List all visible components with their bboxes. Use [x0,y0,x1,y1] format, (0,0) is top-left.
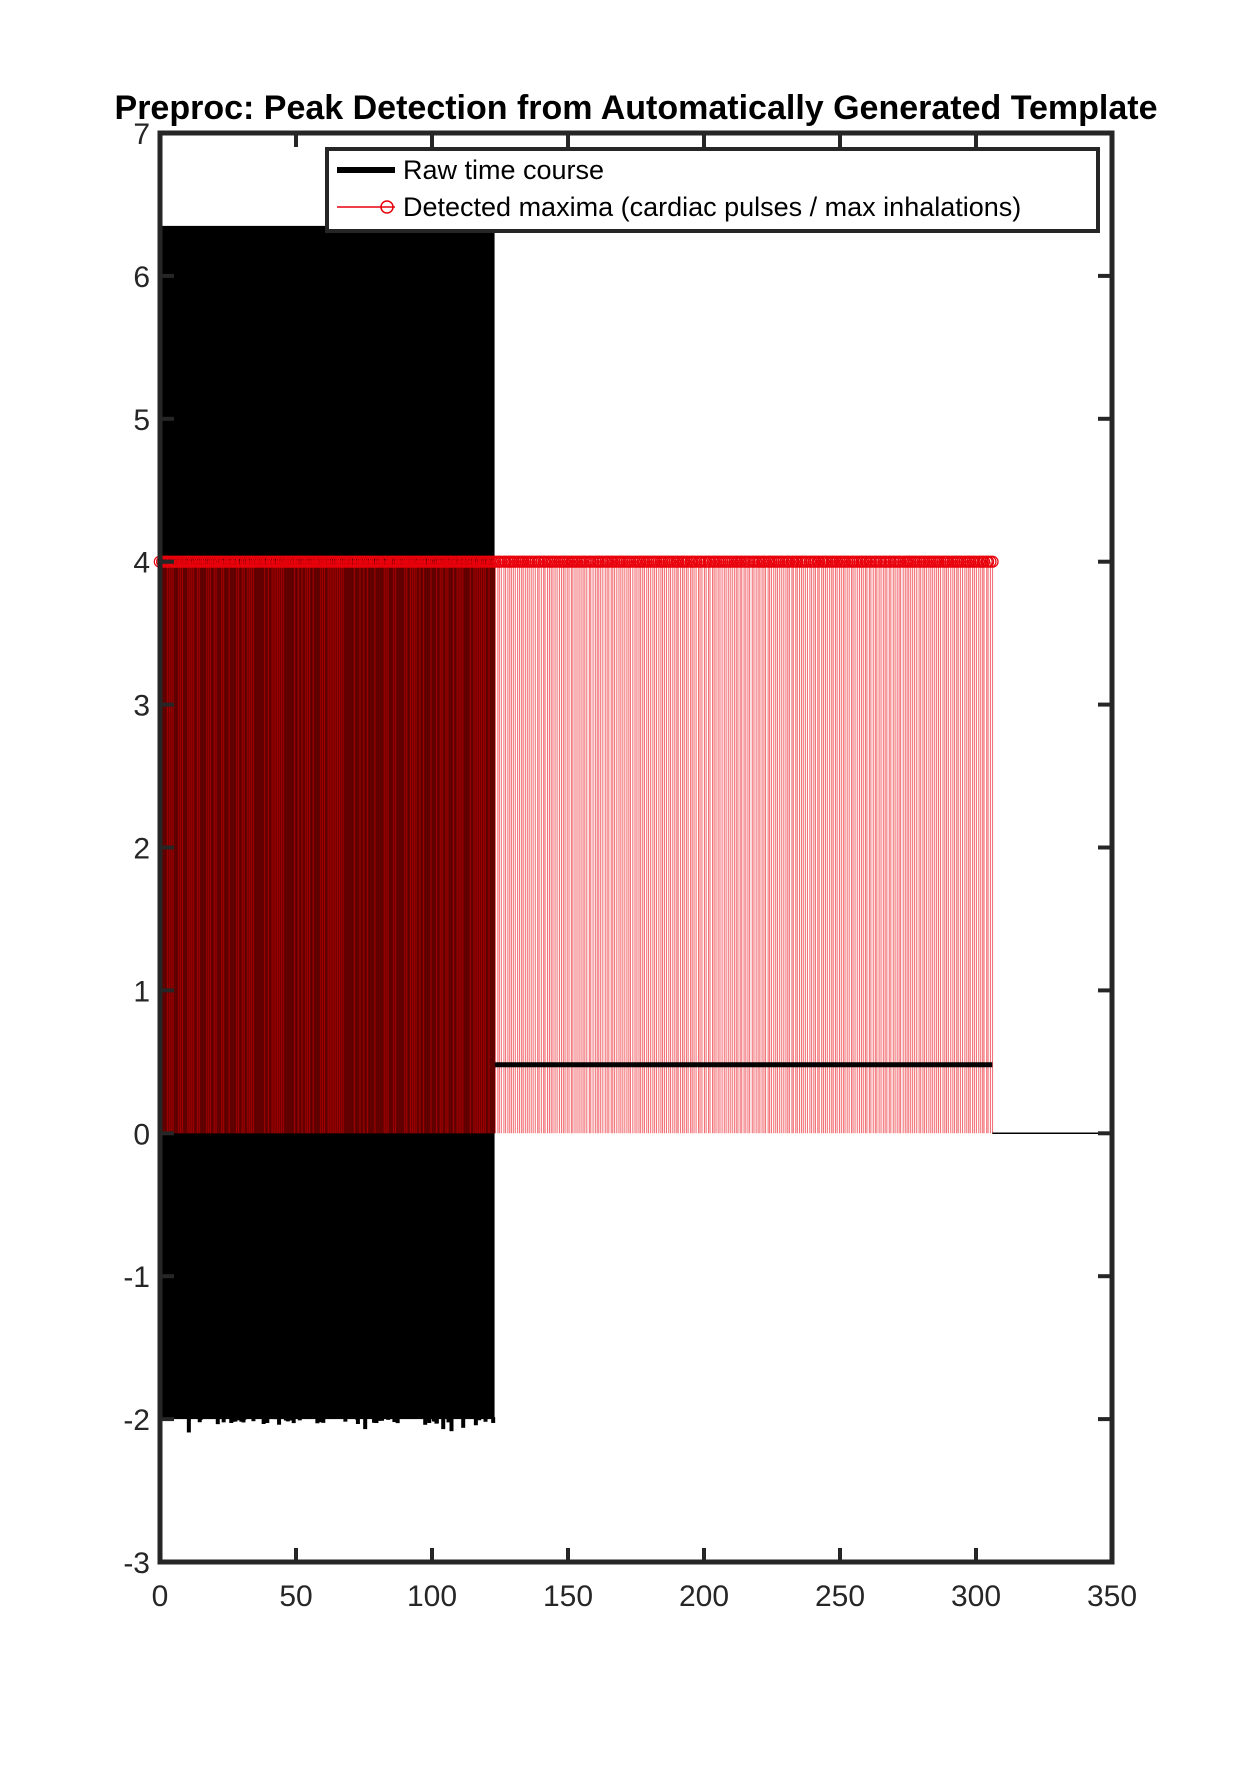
y-tick-label: -1 [123,1261,150,1294]
y-tick-label: 5 [133,404,150,437]
y-tick-label: 0 [133,1118,150,1151]
y-tick-label: 1 [133,975,150,1008]
legend-label-raw: Raw time course [403,155,604,185]
y-tick-label: 6 [133,261,150,294]
y-tick-label: 2 [133,833,150,866]
x-tick-label: 100 [407,1580,457,1613]
chart-title: Preproc: Peak Detection from Automatical… [115,89,1158,127]
y-tick-label: -3 [123,1547,150,1580]
x-tick-label: 250 [815,1580,865,1613]
detected-maxima-markers [153,555,999,568]
legend-label-maxima: Detected maxima (cardiac pulses / max in… [403,192,1021,222]
x-tick-label: 50 [279,1580,312,1613]
y-tick-label: 7 [133,118,150,151]
x-tick-label: 150 [543,1580,593,1613]
legend-marker-maxima [380,200,394,214]
x-tick-label: 0 [152,1580,169,1613]
y-tick-label: 3 [133,690,150,723]
x-tick-label: 300 [951,1580,1001,1613]
x-tick-label: 200 [679,1580,729,1613]
legend: Raw time course Detected maxima (cardiac… [325,147,1100,233]
axis-ticks: 0 50 100 150 200 250 300 350 -3 -2 -1 0 1 2 3 4 5 6 7 [123,118,1137,1613]
y-tick-label: -2 [123,1404,150,1437]
legend-box [325,147,1100,233]
x-tick-label: 350 [1087,1580,1137,1613]
y-tick-label: 4 [133,547,150,580]
maxima-marker [986,555,999,568]
